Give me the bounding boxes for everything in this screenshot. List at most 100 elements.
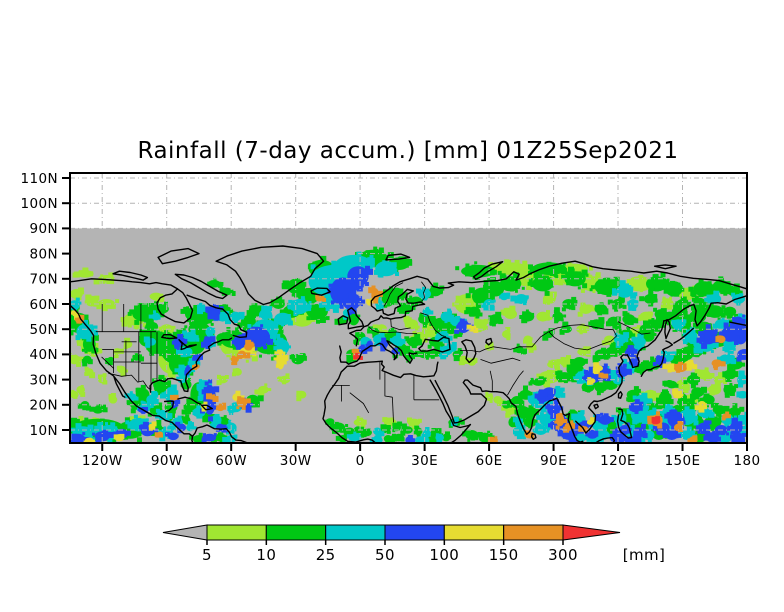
coastline-arabia-iran-coast: [434, 379, 498, 424]
x-tick-label: 90E: [540, 453, 567, 469]
coastline-africa-north-coast: [346, 360, 431, 379]
colorbar-segment: [265, 524, 327, 541]
y-tick-label: 100N: [21, 196, 58, 212]
coastline-north-america-west: [70, 304, 194, 437]
coastline-south-america-west: [191, 435, 194, 443]
colorbar-tick-label: 10: [256, 546, 276, 564]
x-tick-label: 60E: [476, 453, 503, 469]
border-us-mexico-border: [108, 372, 152, 391]
coastline-newfoundland-labrador: [186, 294, 248, 338]
coastline-caspian-sea: [461, 339, 477, 364]
coastline-south-asia-coast: [495, 391, 584, 443]
border-chad-border: [392, 397, 394, 423]
coastline-lake-superior: [161, 334, 178, 340]
colorbar-segment: [206, 524, 267, 541]
coastline-new-siberian-islands: [653, 264, 677, 270]
border-iran-afghan-north-border: [480, 357, 521, 364]
y-tick-label: 50N: [30, 322, 58, 338]
y-tick-label: 60N: [30, 297, 58, 313]
coastline-lakes-huron-erie: [178, 339, 197, 351]
colorbar-segment: [503, 524, 564, 541]
coastline-iberia-mediterranean: [339, 340, 418, 365]
y-tick-label: 40N: [30, 347, 58, 363]
coastline-svalbard: [385, 253, 411, 261]
coastline-japan: [640, 340, 674, 377]
x-tick-label: 60W: [215, 453, 247, 469]
border-norway-sweden-border: [383, 282, 404, 307]
border-russia-west-border: [420, 312, 447, 338]
coastline-great-britain: [347, 307, 365, 330]
x-tick-label: 30E: [411, 453, 438, 469]
coastline-red-sea-horn: [429, 379, 472, 443]
map-frame: [69, 172, 748, 444]
coastline-gulf-east-coast: [149, 337, 233, 393]
border-kazakh-south-border: [460, 331, 550, 353]
coastline-korea-fareast-coast: [626, 320, 665, 369]
coastline-hispaniola: [200, 404, 213, 411]
border-central-europe-border: [368, 326, 418, 335]
map-area: [69, 172, 748, 444]
colorbar-tick-label: 150: [489, 546, 519, 564]
border-india-pakistan-border: [507, 370, 524, 396]
border-mongolia-border: [548, 324, 617, 351]
colorbar-over-arrow: [562, 524, 621, 541]
y-axis: 110N 100N 90N 80N 70N 60N 50N 40N 30N 20N 10N: [21, 171, 70, 439]
coastline-hudson-bay: [156, 288, 194, 324]
y-tick-label: 110N: [21, 171, 58, 187]
coastline-sri-lanka: [530, 433, 537, 440]
coastlines: [70, 245, 747, 443]
colorbar-tick-label: 300: [548, 546, 578, 564]
x-tick-label: 0: [356, 453, 365, 469]
colorbar-tick-label: 25: [316, 546, 336, 564]
y-tick-label: 70N: [30, 272, 58, 288]
y-tick-label: 10N: [30, 423, 58, 439]
no-data-region: [70, 173, 747, 229]
coastline-aleutian-islands: [729, 321, 747, 327]
coastline-black-sea: [418, 336, 451, 353]
colorbar-tick-label: 50: [375, 546, 395, 564]
x-axis: 120W 90W 60W 30W 0 30E 60E 90E 120E 150E 180: [82, 443, 761, 469]
coastline-philippines: [616, 408, 633, 439]
coastline-aral-sea: [485, 337, 493, 346]
border-mali-niger-border: [349, 392, 370, 414]
country-borders: [95, 281, 651, 423]
colorbar-segment: [443, 524, 505, 541]
border-russia-china-border: [617, 321, 651, 335]
colorbar-segment: [325, 524, 386, 541]
colorbar-segment: [384, 524, 445, 541]
coastline-baja-california: [113, 376, 126, 398]
coastline-novaya-zemlya: [472, 261, 504, 280]
colorbar-tick-label: 100: [429, 546, 459, 564]
border-finland-russia-border: [421, 281, 427, 302]
coastline-borneo-north: [595, 436, 616, 443]
colorbar-unit-label: [mm]: [623, 546, 666, 564]
coastline-iceland: [310, 287, 331, 296]
colorbar-under-arrow: [162, 524, 208, 541]
coastline-ireland: [337, 315, 349, 326]
colorbar-legend: 5 10 25 50 100 150 300 [mm]: [162, 524, 666, 564]
coastline-victoria-island: [112, 270, 149, 281]
x-tick-label: 90W: [151, 453, 183, 469]
coastline-greenland: [215, 245, 325, 306]
colorbar-tick-label: 5: [202, 546, 212, 564]
border-libya-west-border: [384, 371, 393, 398]
coastline-arctic-canada-coast: [70, 278, 179, 290]
gridlines: [70, 173, 747, 443]
coastline-okhotsk-kamchatka-coast: [663, 295, 747, 327]
coastline-levant-coast: [428, 361, 439, 377]
border-poland-border: [390, 319, 411, 331]
x-tick-label: 120E: [600, 453, 636, 469]
coastline-hainan: [593, 403, 599, 410]
y-tick-label: 90N: [30, 221, 58, 237]
coastline-russia-arctic-coast: [427, 260, 747, 290]
coastline-ellesmere-island: [157, 247, 200, 265]
coastline-baffin-island: [174, 273, 228, 300]
coastline-france-baltic-scandinavia: [349, 275, 429, 347]
x-tick-label: 180: [734, 453, 761, 469]
border-ca-nv-border: [101, 356, 114, 369]
border-iran-pakistan-border: [489, 370, 493, 392]
coastline-indochina-coast: [575, 400, 598, 434]
coastline-south-america-north: [191, 424, 249, 443]
